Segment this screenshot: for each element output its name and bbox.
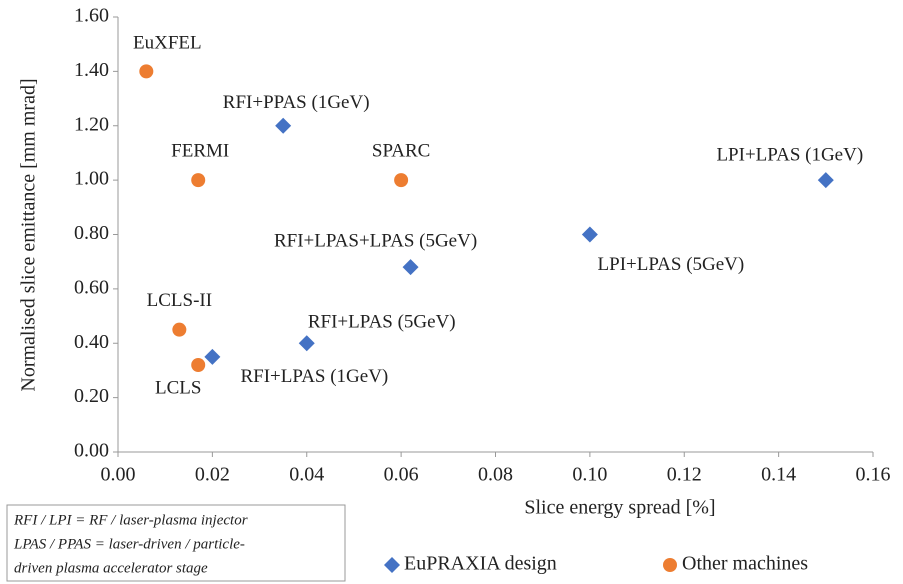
point-label: RFI+LPAS (1GeV)	[240, 366, 388, 387]
circle-marker	[394, 173, 409, 188]
y-tick-label: 0.40	[74, 331, 109, 353]
point-label: EuXFEL	[133, 33, 202, 54]
diamond-marker	[298, 335, 315, 352]
circle-marker	[191, 173, 206, 188]
point-label: LPI+LPAS (5GeV)	[598, 254, 745, 275]
legend-label: Other machines	[682, 553, 808, 575]
x-tick-label: 0.16	[856, 464, 891, 486]
x-tick-label: 0.00	[101, 464, 136, 486]
legend-marker	[663, 558, 677, 572]
y-tick-label: 1.40	[74, 59, 109, 81]
point-label: RFI+PPAS (1GeV)	[223, 92, 370, 113]
y-axis-title: Normalised slice emittance [mm mrad]	[18, 78, 40, 391]
legend-label: EuPRAXIA design	[404, 553, 557, 575]
diamond-marker	[817, 172, 834, 189]
note-box	[6, 504, 346, 582]
circle-marker	[139, 64, 154, 79]
y-tick-label: 1.60	[74, 5, 109, 27]
y-tick-label: 0.00	[74, 440, 109, 462]
diamond-marker	[402, 259, 419, 276]
circle-marker	[172, 322, 187, 337]
x-axis-title: Slice energy spread [%]	[524, 497, 715, 519]
x-tick-label: 0.08	[478, 464, 513, 486]
x-tick-label: 0.04	[289, 464, 324, 486]
point-label: FERMI	[171, 140, 229, 161]
x-tick-label: 0.06	[384, 464, 419, 486]
y-tick-label: 1.00	[74, 168, 109, 190]
x-tick-label: 0.10	[572, 464, 607, 486]
x-tick-label: 0.14	[761, 464, 796, 486]
diamond-marker	[204, 348, 221, 365]
point-label: LCLS-II	[147, 290, 212, 311]
y-tick-label: 1.20	[74, 113, 109, 135]
point-label: LPI+LPAS (1GeV)	[716, 144, 863, 165]
y-tick-label: 0.80	[74, 222, 109, 244]
point-label: LCLS	[155, 377, 201, 398]
circle-marker	[191, 358, 206, 372]
x-tick-label: 0.02	[195, 464, 230, 486]
legend-marker	[384, 557, 400, 573]
point-label: RFI+LPAS (5GeV)	[308, 312, 456, 333]
point-label: RFI+LPAS+LPAS (5GeV)	[274, 230, 477, 251]
note-line: driven plasma accelerator stage	[14, 560, 208, 576]
note-line: LPAS / PPAS = laser-driven / particle-	[13, 536, 245, 552]
diamond-marker	[581, 226, 598, 243]
y-tick-label: 0.20	[74, 385, 109, 407]
x-tick-label: 0.12	[667, 464, 702, 486]
diamond-marker	[275, 117, 292, 134]
note-line: RFI / LPI = RF / laser-plasma injector	[13, 512, 248, 528]
y-tick-label: 0.60	[74, 276, 109, 298]
point-label: SPARC	[372, 140, 430, 161]
